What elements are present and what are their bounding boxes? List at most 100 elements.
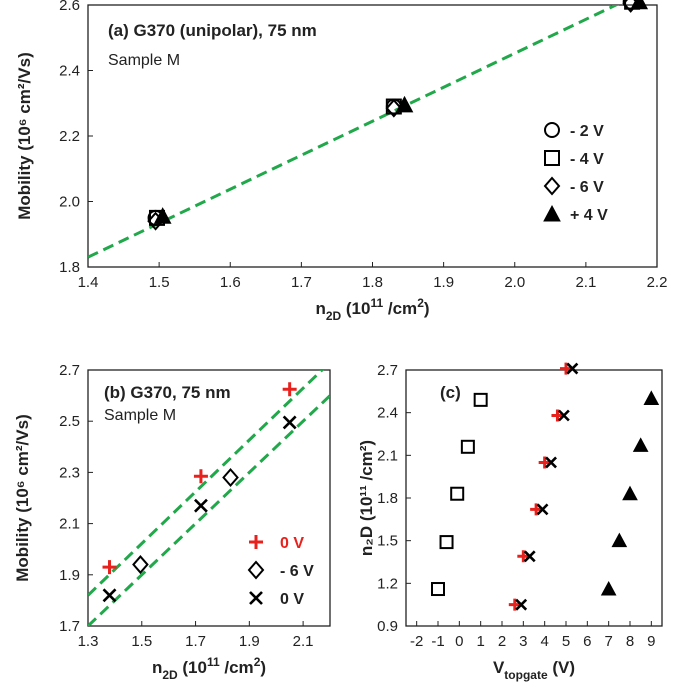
data-point <box>439 535 454 550</box>
fit-line <box>88 5 620 259</box>
x-axis-label: n2D (1011 /cm2) <box>315 296 429 323</box>
data-point <box>551 409 564 422</box>
x-tick-label: -2 <box>410 633 423 650</box>
x-tick-label: 1.7 <box>291 274 312 291</box>
data-point <box>611 532 628 548</box>
data-point <box>282 415 297 430</box>
panel-a-title: (a) G370 (unipolar), 75 nm <box>108 21 317 40</box>
y-tick-label: 2.6 <box>59 0 80 14</box>
y-tick-label: 1.8 <box>377 490 398 507</box>
data-point <box>630 0 649 10</box>
y-tick-label: 1.5 <box>377 533 398 550</box>
x-tick-label: 8 <box>626 633 634 650</box>
data-point <box>473 392 488 407</box>
y-axis-label: Mobility (10⁶ cm²/Vs) <box>13 414 32 581</box>
x-tick-label: 2 <box>498 633 506 650</box>
x-tick-label: 2.1 <box>293 633 314 650</box>
x-tick-label: 1.9 <box>433 274 454 291</box>
y-tick-label: 0.9 <box>377 618 398 635</box>
fit-line <box>88 370 325 597</box>
legend-label: - 4 V <box>570 151 604 168</box>
series-plus <box>508 362 572 611</box>
panel-b-subtitle: Sample M <box>104 407 176 424</box>
data-point <box>460 439 475 454</box>
x-tick-label: 1.7 <box>185 633 206 650</box>
data-point <box>566 362 579 375</box>
fit-line <box>88 394 330 626</box>
legend-label: 0 V <box>280 591 304 608</box>
legend-label: - 6 V <box>570 179 604 196</box>
x-axis-label-part: n <box>152 658 162 677</box>
series-triangle <box>600 390 660 596</box>
data-point <box>557 409 570 422</box>
x-tick-label: 1.4 <box>78 274 99 291</box>
x-tick-label: 2.2 <box>647 274 668 291</box>
data-point <box>132 555 149 575</box>
data-point <box>643 390 660 405</box>
x-axis-label-part: 11 <box>207 655 220 669</box>
series-diamond <box>132 468 239 575</box>
x-axis-label-part: /cm <box>220 658 254 677</box>
data-point <box>508 598 521 611</box>
y-tick-label: 2.7 <box>377 362 398 379</box>
data-point <box>282 382 297 397</box>
x-axis-label-part: (V) <box>548 658 575 677</box>
x-tick-label: 1.9 <box>239 633 260 650</box>
legend-label: - 6 V <box>280 563 314 580</box>
y-tick-label: 2.0 <box>59 194 80 211</box>
data-point <box>536 503 549 516</box>
x-tick-label: 1.6 <box>220 274 241 291</box>
series-x <box>102 415 297 603</box>
y-axis-label: n₂D (10¹¹ /cm²) <box>357 440 376 556</box>
data-point <box>600 580 617 596</box>
y-tick-label: 2.7 <box>59 362 80 379</box>
data-point <box>530 503 543 516</box>
x-tick-label: 7 <box>604 633 612 650</box>
x-axis-label-part: topgate <box>504 668 548 682</box>
data-point <box>249 591 263 605</box>
x-axis-label-part: 2 <box>417 296 424 310</box>
y-tick-label: 2.5 <box>59 413 80 430</box>
x-tick-label: 1.5 <box>131 633 152 650</box>
x-axis-label: Vtopgate (V) <box>493 658 575 682</box>
data-point <box>544 122 560 138</box>
x-tick-label: 1.5 <box>149 274 170 291</box>
series-plus <box>102 382 297 575</box>
x-axis-label-part: 11 <box>370 296 383 310</box>
x-tick-label: 4 <box>540 633 548 650</box>
y-tick-label: 1.8 <box>59 259 80 276</box>
plot-frame <box>87 369 331 627</box>
x-axis-label-part: (10 <box>178 658 207 677</box>
y-tick-label: 1.2 <box>377 575 398 592</box>
x-tick-label: 1 <box>476 633 484 650</box>
data-point <box>153 207 172 224</box>
data-point <box>247 560 265 580</box>
legend-label: - 2 V <box>570 123 604 140</box>
y-tick-label: 1.9 <box>59 567 80 584</box>
y-tick-label: 2.2 <box>59 128 80 145</box>
data-point <box>385 98 403 118</box>
x-tick-label: 2.1 <box>575 274 596 291</box>
x-axis-label-part: /cm <box>383 299 417 318</box>
x-tick-label: 2.0 <box>504 274 525 291</box>
panel-b: 1.3 1.5 1.7 1.9 2.1 1.7 1.9 2.1 2.3 2.5 2.7 n2D (10… <box>13 362 331 682</box>
x-axis-label-part: 2 <box>254 655 261 669</box>
data-point <box>450 486 465 501</box>
data-point <box>538 456 551 469</box>
y-tick-label: 2.4 <box>377 405 398 422</box>
x-tick-label: 6 <box>583 633 591 650</box>
data-point <box>395 95 414 113</box>
y-tick-label: 2.1 <box>377 447 398 464</box>
x-tick-label: 1.8 <box>362 274 383 291</box>
data-point <box>517 550 530 563</box>
y-tick-label: 2.4 <box>59 63 80 80</box>
data-point <box>560 362 572 375</box>
x-tick-label: -1 <box>431 633 444 650</box>
data-point <box>632 437 649 452</box>
panel-b-title: (b) G370, 75 nm <box>104 383 231 402</box>
x-tick-label: 9 <box>647 633 655 650</box>
panel-c: -2 -1 0 1 2 3 4 5 6 7 8 9 0.9 1.2 1.5 1.8 2.1 2.4 2.7 Vtopg… <box>357 362 663 682</box>
data-point <box>544 150 560 166</box>
x-tick-label: 0 <box>455 633 463 650</box>
